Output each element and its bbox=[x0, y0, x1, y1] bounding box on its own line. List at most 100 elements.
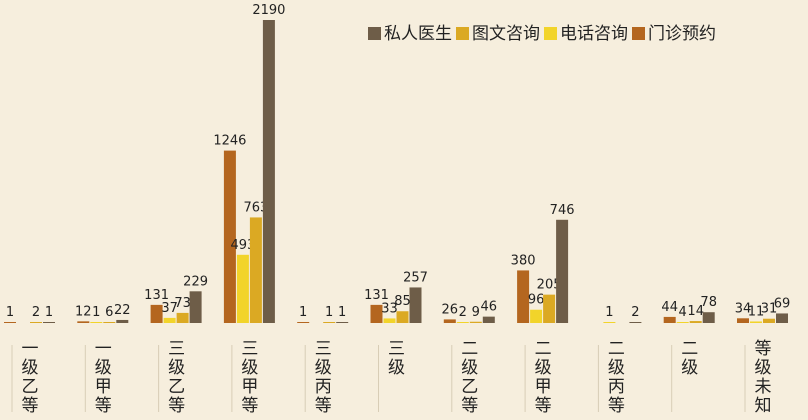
data-label: 2 bbox=[631, 305, 639, 320]
legend-label: 图文咨询 bbox=[472, 24, 540, 44]
data-label: 12 bbox=[75, 304, 92, 319]
data-label: 9 bbox=[472, 305, 480, 320]
bar bbox=[482, 316, 495, 323]
data-label: 44 bbox=[661, 300, 678, 315]
x-tick-label: 一级甲等 bbox=[94, 339, 112, 416]
data-label: 26 bbox=[442, 302, 459, 317]
bar bbox=[370, 304, 383, 323]
data-label: 1 bbox=[45, 305, 53, 320]
data-label: 2 bbox=[459, 305, 467, 320]
data-label: 229 bbox=[183, 274, 208, 289]
bar bbox=[383, 318, 396, 323]
bar bbox=[469, 321, 482, 323]
legend-swatch bbox=[632, 27, 645, 40]
bar bbox=[629, 322, 642, 323]
bar bbox=[689, 321, 702, 323]
data-label: 46 bbox=[481, 300, 498, 315]
x-tick-label: 二级甲等 bbox=[534, 339, 552, 416]
bar bbox=[556, 219, 569, 323]
legend-label: 私人医生 bbox=[384, 24, 452, 44]
bar bbox=[297, 322, 310, 323]
bar bbox=[90, 322, 103, 323]
legend-swatch bbox=[456, 27, 469, 40]
bar bbox=[163, 317, 176, 323]
legend-swatch bbox=[544, 27, 557, 40]
data-label: 37 bbox=[161, 301, 178, 316]
x-tick-label: 一级乙等 bbox=[21, 339, 39, 416]
data-label: 257 bbox=[403, 270, 428, 285]
data-label: 1 bbox=[325, 305, 333, 320]
bar bbox=[249, 217, 262, 323]
data-label: 1 bbox=[299, 305, 307, 320]
bar bbox=[323, 322, 336, 323]
bar bbox=[776, 313, 788, 323]
x-tick-label: 二级 bbox=[681, 339, 699, 378]
bar bbox=[676, 322, 689, 323]
data-label: 33 bbox=[381, 301, 398, 316]
data-label: 1 bbox=[6, 305, 14, 320]
data-label: 1246 bbox=[213, 134, 246, 149]
bar bbox=[30, 322, 42, 323]
data-label: 78 bbox=[700, 295, 717, 310]
legend-swatch bbox=[368, 27, 381, 40]
bar bbox=[236, 254, 249, 323]
bar bbox=[750, 321, 762, 323]
legend-label: 门诊预约 bbox=[648, 24, 716, 44]
data-label: 493 bbox=[230, 238, 255, 253]
data-label: 1 bbox=[338, 305, 346, 320]
x-tick-label: 三级甲等 bbox=[241, 339, 259, 416]
data-label: 131 bbox=[364, 288, 389, 303]
data-label: 31 bbox=[761, 302, 778, 317]
data-label: 1 bbox=[605, 305, 613, 320]
bar bbox=[43, 322, 55, 323]
bar bbox=[150, 304, 163, 323]
bar bbox=[262, 20, 275, 323]
bar bbox=[530, 309, 543, 323]
bar bbox=[103, 322, 116, 323]
x-tick-label: 等级未知 bbox=[754, 339, 772, 416]
bar bbox=[737, 318, 749, 323]
data-label: 380 bbox=[511, 253, 536, 268]
data-label: 96 bbox=[528, 293, 545, 308]
data-label: 14 bbox=[687, 304, 704, 319]
bar bbox=[603, 322, 616, 323]
data-label: 131 bbox=[144, 288, 169, 303]
bar bbox=[396, 311, 409, 323]
bar bbox=[517, 270, 530, 323]
bar bbox=[189, 291, 202, 323]
x-tick-label: 三级丙等 bbox=[314, 339, 332, 416]
bar bbox=[443, 319, 456, 323]
bar bbox=[77, 321, 90, 323]
data-label: 1 bbox=[92, 305, 100, 320]
data-label: 73 bbox=[174, 296, 191, 311]
bar bbox=[223, 150, 236, 323]
data-label: 22 bbox=[114, 303, 131, 318]
data-label: 2 bbox=[32, 305, 40, 320]
bar bbox=[702, 312, 715, 323]
bar bbox=[456, 322, 469, 323]
data-label: 763 bbox=[243, 200, 268, 215]
x-tick-label: 二级丙等 bbox=[607, 339, 625, 416]
data-label: 11 bbox=[748, 304, 765, 319]
data-label: 69 bbox=[774, 296, 791, 311]
bar bbox=[663, 316, 676, 323]
data-label: 4 bbox=[679, 305, 687, 320]
x-tick-label: 三级乙等 bbox=[168, 339, 186, 416]
bar bbox=[4, 322, 16, 323]
legend-label: 电话咨询 bbox=[560, 24, 628, 44]
x-tick-label: 三级 bbox=[388, 339, 405, 378]
data-label: 6 bbox=[105, 305, 113, 320]
bar bbox=[176, 312, 189, 323]
x-tick-label: 二级乙等 bbox=[461, 339, 479, 416]
data-label: 85 bbox=[394, 294, 411, 309]
bar bbox=[336, 322, 349, 323]
bar bbox=[116, 319, 129, 323]
bar bbox=[543, 294, 556, 323]
bar bbox=[409, 287, 422, 323]
data-label: 746 bbox=[550, 203, 575, 218]
bar bbox=[763, 318, 775, 323]
data-label: 2190 bbox=[252, 3, 285, 18]
data-label: 205 bbox=[537, 278, 562, 293]
